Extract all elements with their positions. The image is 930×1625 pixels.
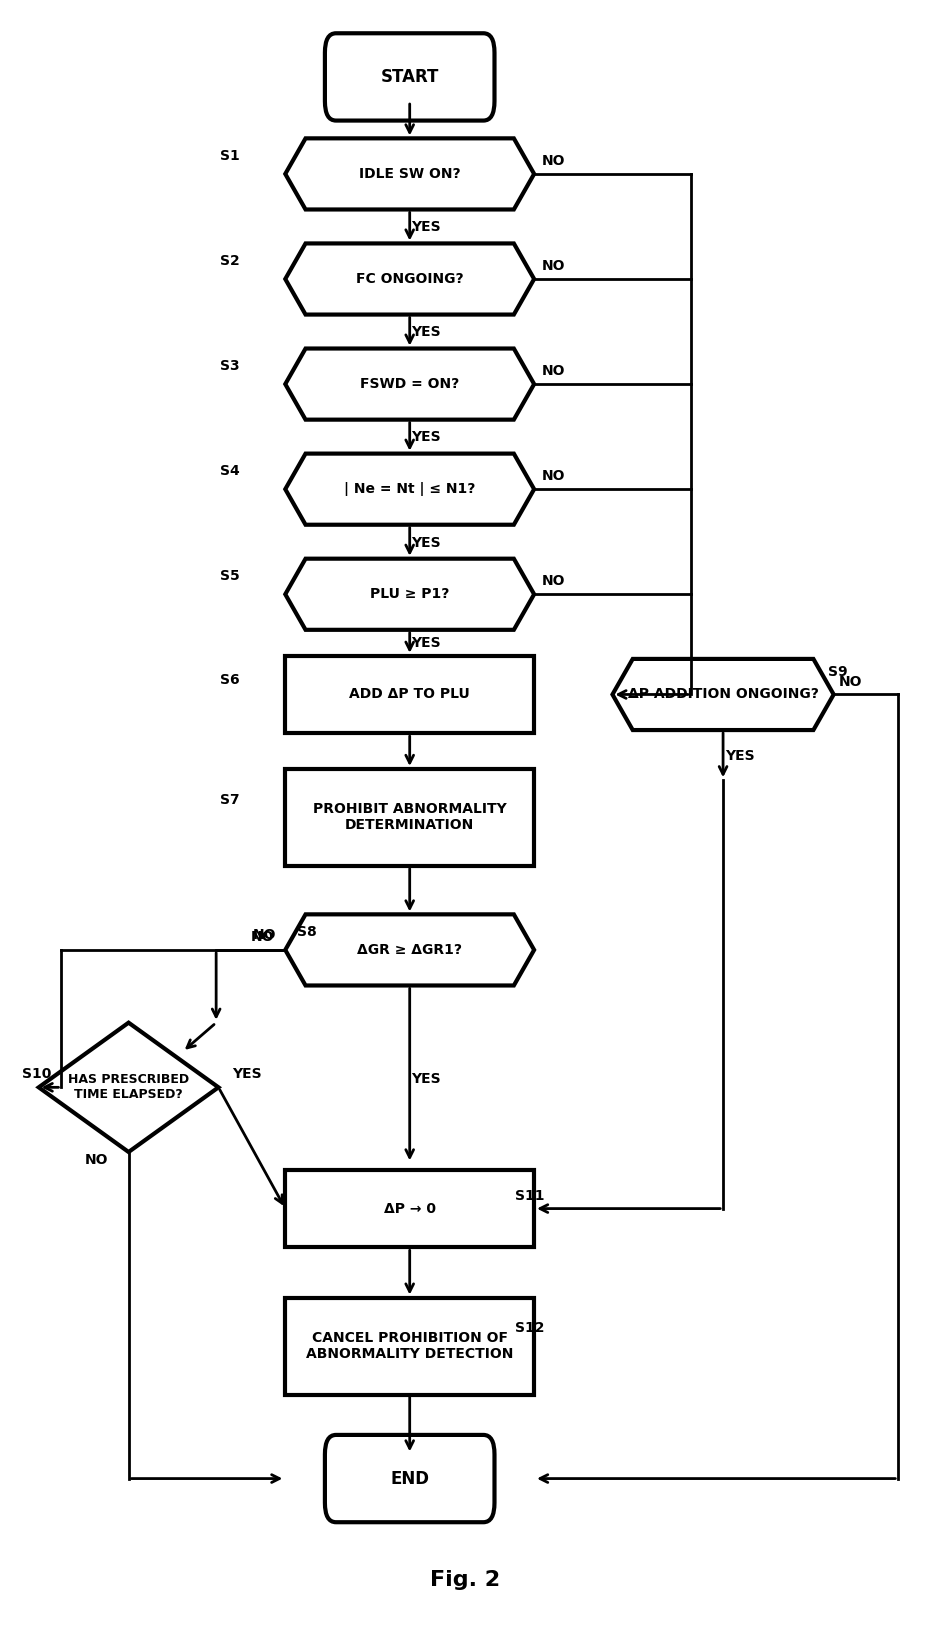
Text: PLU ≥ P1?: PLU ≥ P1?	[370, 587, 449, 601]
Text: NO: NO	[541, 470, 565, 483]
Text: FSWD = ON?: FSWD = ON?	[360, 377, 459, 392]
Polygon shape	[613, 658, 833, 730]
Text: NO: NO	[541, 574, 565, 588]
Polygon shape	[286, 138, 534, 210]
Bar	[286, 1170, 534, 1248]
Text: ADD ΔP TO PLU: ADD ΔP TO PLU	[350, 687, 470, 702]
Text: S4: S4	[220, 465, 240, 478]
Text: START: START	[380, 68, 439, 86]
Polygon shape	[39, 1022, 219, 1152]
Polygon shape	[286, 915, 534, 985]
Text: END: END	[391, 1469, 430, 1487]
FancyBboxPatch shape	[325, 1435, 495, 1523]
Text: YES: YES	[411, 536, 441, 549]
Text: HAS PRESCRIBED
TIME ELAPSED?: HAS PRESCRIBED TIME ELAPSED?	[68, 1074, 189, 1102]
Text: S10: S10	[21, 1068, 51, 1081]
Polygon shape	[286, 244, 534, 315]
Text: S9: S9	[829, 665, 848, 679]
Text: NO: NO	[85, 1154, 108, 1167]
Polygon shape	[286, 348, 534, 419]
Text: YES: YES	[411, 635, 441, 650]
Bar	[286, 1297, 534, 1394]
Text: NO: NO	[251, 929, 274, 944]
Text: ΔGR ≥ ΔGR1?: ΔGR ≥ ΔGR1?	[357, 942, 462, 957]
Text: S5: S5	[220, 569, 240, 583]
Text: YES: YES	[232, 1068, 262, 1081]
Text: S2: S2	[220, 254, 240, 268]
Text: S3: S3	[220, 359, 240, 374]
Text: YES: YES	[724, 749, 754, 762]
Text: NO: NO	[541, 258, 565, 273]
Text: NO: NO	[541, 364, 565, 379]
Text: ΔP → 0: ΔP → 0	[384, 1201, 435, 1216]
Text: S11: S11	[515, 1188, 544, 1202]
Text: | Ne = Nt | ≤ N1?: | Ne = Nt | ≤ N1?	[344, 483, 475, 496]
Text: YES: YES	[411, 221, 441, 234]
Text: NO: NO	[253, 928, 276, 942]
Text: YES: YES	[411, 1072, 441, 1086]
Text: YES: YES	[411, 431, 441, 444]
Text: FC ONGOING?: FC ONGOING?	[356, 271, 463, 286]
Text: S1: S1	[220, 150, 240, 162]
Text: NO: NO	[838, 674, 862, 689]
Text: CANCEL PROHIBITION OF
ABNORMALITY DETECTION: CANCEL PROHIBITION OF ABNORMALITY DETECT…	[306, 1331, 513, 1362]
Polygon shape	[286, 453, 534, 525]
Bar	[286, 655, 534, 733]
Text: PROHIBIT ABNORMALITY
DETERMINATION: PROHIBIT ABNORMALITY DETERMINATION	[312, 803, 507, 832]
Text: ΔP ADDITION ONGOING?: ΔP ADDITION ONGOING?	[628, 687, 818, 702]
Bar	[286, 769, 534, 866]
Text: IDLE SW ON?: IDLE SW ON?	[359, 167, 460, 180]
Text: S12: S12	[515, 1321, 544, 1336]
Text: Fig. 2: Fig. 2	[430, 1570, 500, 1591]
Text: YES: YES	[411, 325, 441, 340]
Text: S7: S7	[220, 793, 240, 806]
Polygon shape	[286, 559, 534, 630]
Text: S6: S6	[220, 673, 240, 687]
Text: NO: NO	[541, 154, 565, 167]
FancyBboxPatch shape	[325, 32, 495, 120]
Text: S8: S8	[297, 925, 316, 939]
